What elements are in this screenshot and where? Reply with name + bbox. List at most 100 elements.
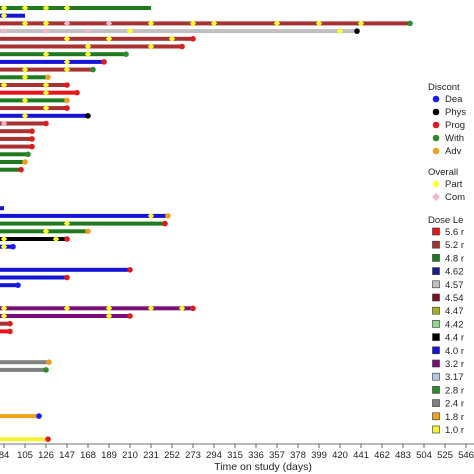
patient-row <box>0 89 80 96</box>
legend-label: 1.0 r <box>445 425 464 436</box>
legend-label: Com <box>445 192 465 203</box>
duration-bar <box>0 21 410 26</box>
discontinuation-marker <box>7 328 13 335</box>
x-tick-label: 147 <box>59 450 75 461</box>
discontinuation-marker <box>36 413 42 419</box>
patient-row <box>0 328 13 335</box>
legend-label: 4.47 <box>445 306 464 317</box>
response-marker <box>21 4 29 12</box>
x-tick-label: 252 <box>164 450 180 461</box>
duration-bar <box>0 206 4 211</box>
legend-swatch <box>432 333 440 341</box>
discontinuation-marker <box>64 236 70 242</box>
x-tick-label: 462 <box>374 450 390 461</box>
response-marker <box>336 27 344 35</box>
discontinuation-marker <box>190 305 196 312</box>
response-marker <box>0 312 8 320</box>
discontinuation-marker <box>165 213 171 219</box>
duration-bar <box>0 98 67 103</box>
legend-label: 4.54 <box>445 293 464 304</box>
x-axis-title: Time on study (days) <box>214 461 312 473</box>
discontinuation-marker <box>64 82 70 88</box>
legend-swatch <box>432 386 440 394</box>
duration-bar <box>0 121 46 126</box>
duration-bar <box>0 129 32 134</box>
legend-swatch <box>432 280 440 289</box>
legend-section-title: Dose Le <box>428 215 463 226</box>
x-tick-label: 546 <box>458 450 474 461</box>
response-marker <box>42 4 50 12</box>
patient-row <box>0 312 133 320</box>
duration-bar <box>0 13 25 18</box>
patient-row <box>0 367 49 373</box>
patient-row <box>0 220 168 227</box>
legend-swatch <box>432 134 440 142</box>
x-tick-label: 525 <box>437 450 453 461</box>
x-tick-label: 126 <box>38 450 54 461</box>
discontinuation-marker <box>43 367 49 373</box>
response-marker <box>52 235 60 243</box>
legend-swatch <box>432 346 440 355</box>
patient-row <box>0 4 151 12</box>
duration-bar <box>0 160 25 164</box>
x-tick-label: 168 <box>80 450 96 461</box>
duration-bar <box>0 59 104 64</box>
patient-row <box>0 43 185 50</box>
response-marker <box>105 305 113 312</box>
response-marker <box>21 20 29 27</box>
response-marker <box>105 20 113 27</box>
legend-swatch <box>432 267 440 275</box>
patient-row <box>0 35 196 42</box>
duration-bar <box>0 136 32 141</box>
x-tick-label: 189 <box>101 450 117 461</box>
discontinuation-marker <box>90 66 96 73</box>
patient-row <box>0 228 91 235</box>
x-tick-label: 105 <box>17 450 33 461</box>
patient-row <box>0 274 70 281</box>
duration-bar <box>0 167 21 172</box>
duration-bar <box>0 106 67 111</box>
legend-swatch <box>432 240 440 249</box>
response-marker <box>42 27 50 35</box>
legend-label: Adv <box>445 146 462 157</box>
x-tick-label: 231 <box>143 450 159 461</box>
legend-label: 2.4 r <box>445 399 464 410</box>
legend-label: 4.42 <box>445 319 464 330</box>
x-tick-label: 441 <box>353 450 369 461</box>
legend-swatch <box>432 425 440 434</box>
discontinuation-marker <box>123 51 129 57</box>
discontinuation-marker <box>162 220 168 227</box>
patient-row <box>0 436 51 443</box>
legend-label: Part <box>445 179 463 190</box>
patient-row <box>0 66 96 73</box>
x-tick-label: 273 <box>185 450 201 461</box>
patient-row <box>0 212 171 220</box>
response-marker <box>178 305 186 312</box>
patient-row <box>0 51 129 58</box>
patient-row <box>0 413 42 419</box>
response-marker <box>42 104 50 112</box>
legend-swatch <box>432 108 440 116</box>
discontinuation-marker <box>127 267 133 273</box>
duration-bar <box>0 314 130 318</box>
discontinuation-marker <box>46 359 52 366</box>
response-marker <box>63 58 71 66</box>
legend-section-title: Overall <box>428 167 458 178</box>
response-marker <box>168 35 176 42</box>
patient-row <box>0 267 133 273</box>
discontinuation-marker <box>64 274 70 281</box>
legend-swatch <box>432 399 440 407</box>
discontinuation-marker <box>74 89 80 96</box>
duration-bar <box>0 67 93 72</box>
x-tick-label: 378 <box>290 450 306 461</box>
legend-label: Prog <box>445 120 465 131</box>
patient-row <box>0 282 21 289</box>
discontinuation-marker <box>18 166 24 173</box>
discontinuation-marker <box>7 320 13 327</box>
legend-swatch <box>432 412 440 421</box>
bars-layer <box>0 4 413 443</box>
discontinuation-marker <box>127 313 133 319</box>
response-marker <box>0 243 8 250</box>
